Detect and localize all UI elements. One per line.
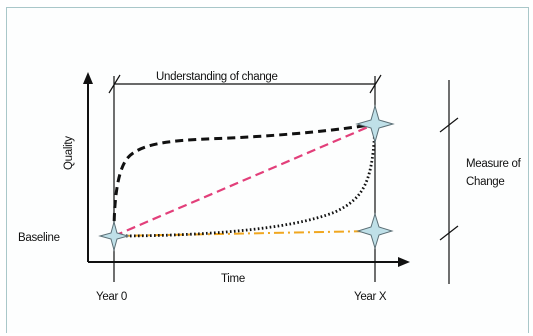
y-axis-arrow	[83, 72, 93, 84]
star-end-baseline-icon	[356, 212, 394, 250]
x-axis-label: Time	[221, 273, 245, 285]
fast-rise-curve	[112, 122, 376, 235]
span-label: Understanding of change	[156, 71, 278, 83]
baseline-label: Baseline	[18, 232, 60, 244]
measure-tick-bottom	[439, 225, 459, 241]
measure-label-line1: Measure of	[466, 158, 522, 170]
year-start-label: Year 0	[96, 291, 127, 303]
span-tick-left	[108, 74, 121, 94]
span-tick-right	[369, 74, 382, 94]
star-start-icon	[98, 220, 130, 252]
x-axis-arrow	[398, 257, 410, 267]
measure-label-line2: Change	[466, 176, 504, 188]
measure-tick-top	[439, 117, 459, 133]
year-end-label: Year X	[354, 291, 387, 303]
y-axis-label: Quality	[63, 136, 75, 170]
baseline-line	[113, 230, 376, 237]
star-end-top-icon	[355, 104, 395, 144]
diagonal-line	[113, 122, 376, 238]
slow-rise-curve	[113, 123, 377, 238]
diagram-frame	[6, 7, 529, 333]
